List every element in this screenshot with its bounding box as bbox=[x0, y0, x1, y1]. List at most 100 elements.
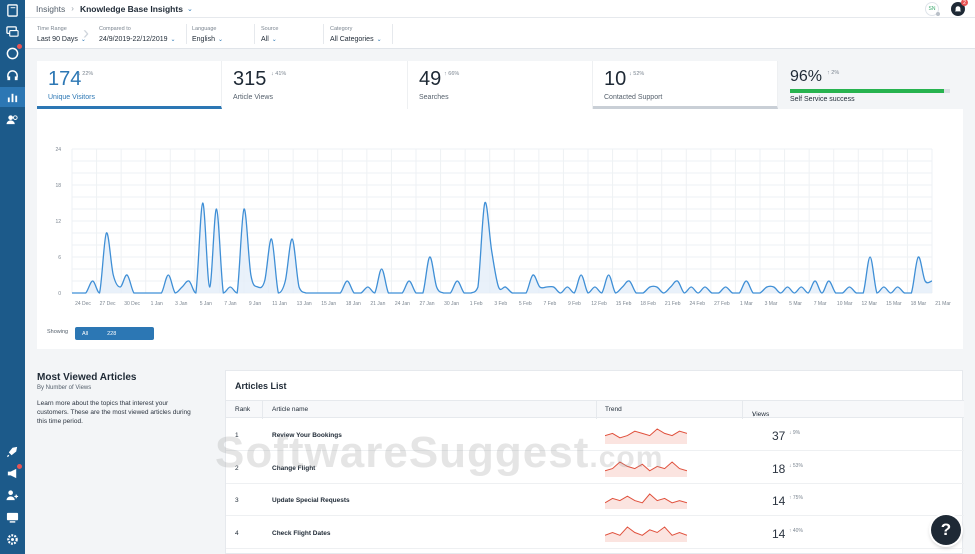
nav-support-icon[interactable] bbox=[5, 68, 20, 83]
trend-area bbox=[605, 429, 687, 444]
stat-self-service[interactable]: 96% ↑ 2% Self Service success bbox=[778, 61, 963, 109]
x-tick-label: 3 Feb bbox=[494, 301, 507, 307]
articles-list-card: Articles List Rank Article name Trend Vi… bbox=[225, 370, 964, 554]
x-tick-label: 15 Feb bbox=[616, 301, 632, 307]
article-rank: 4 bbox=[235, 529, 239, 537]
stat-delta: ↓ 52% bbox=[629, 71, 645, 77]
chart-series-line bbox=[72, 202, 933, 294]
trend-sparkline bbox=[605, 460, 687, 477]
x-tick-label: 27 Feb bbox=[714, 301, 730, 307]
filter-compared-to-label: Compared to bbox=[99, 26, 131, 32]
column-trend[interactable]: Trend bbox=[605, 406, 622, 413]
x-tick-label: 3 Mar bbox=[765, 301, 778, 307]
x-tick-label: 1 Mar bbox=[740, 301, 753, 307]
filter-language-label: Language bbox=[192, 26, 217, 32]
filter-category-label: Category bbox=[330, 26, 353, 32]
filter-divider bbox=[392, 24, 393, 44]
nav-conversations-icon[interactable] bbox=[5, 24, 20, 39]
column-rank[interactable]: Rank bbox=[235, 406, 251, 413]
article-rank: 1 bbox=[235, 432, 239, 439]
trend-line bbox=[605, 428, 687, 439]
user-initials: SN bbox=[928, 6, 936, 12]
filter-source-value: All bbox=[261, 36, 269, 43]
nav-announce-icon[interactable] bbox=[5, 463, 23, 481]
visitors-chart-card: 24 18 12 6 0 24 Dec 27 Dec 30 Dec 1 Jan 3 Jan 5 Ja… bbox=[37, 109, 963, 349]
x-tick-label: 3 Jan bbox=[175, 301, 187, 307]
stat-article-views[interactable]: 315 ↓ 41% Article Views bbox=[222, 61, 408, 109]
article-views-delta: ↑ 40% bbox=[789, 527, 803, 534]
table-row[interactable]: 1 Review Your Bookings 37 ↓ 9% bbox=[226, 419, 964, 451]
nav-rocket-icon[interactable] bbox=[5, 444, 20, 459]
stat-label: Unique Visitors bbox=[48, 94, 95, 101]
table-row[interactable]: 3 Update Special Requests 14 ↑ 75% bbox=[226, 484, 964, 516]
trend-line bbox=[605, 525, 687, 536]
title-chevron-down-icon[interactable]: ⌄ bbox=[186, 5, 193, 13]
filter-source[interactable]: Source All ⌄ bbox=[261, 26, 278, 44]
x-tick-label: 13 Jan bbox=[297, 301, 312, 307]
self-service-progress-bar bbox=[790, 89, 950, 93]
trend-area bbox=[605, 494, 687, 509]
nav-insights-icon[interactable] bbox=[0, 87, 25, 107]
x-tick-label: 5 Feb bbox=[519, 301, 532, 307]
breadcrumb-insights[interactable]: Insights bbox=[36, 3, 66, 14]
x-tick-label: 9 Jan bbox=[249, 301, 261, 307]
page-title[interactable]: Knowledge Base Insights bbox=[79, 3, 183, 14]
nav-chat-icon[interactable] bbox=[5, 43, 23, 61]
chevron-down-icon: ⌄ bbox=[80, 37, 86, 43]
nav-users-icon[interactable] bbox=[5, 112, 20, 127]
help-question-icon[interactable]: ? bbox=[931, 515, 961, 545]
article-views: 37 bbox=[772, 429, 786, 443]
notifications-bell-icon[interactable]: 2 bbox=[951, 0, 968, 16]
x-tick-label: 27 Jan bbox=[419, 301, 434, 307]
x-tick-label: 7 Jan bbox=[224, 301, 236, 307]
announce-alert-dot bbox=[16, 463, 23, 470]
x-tick-label: 5 Mar bbox=[789, 301, 802, 307]
x-tick-label: 21 Jan bbox=[370, 301, 385, 307]
stat-unique-visitors[interactable]: 174 ↓ 22% Unique Visitors bbox=[37, 61, 222, 109]
column-divider bbox=[262, 401, 263, 419]
x-tick-label: 12 Mar bbox=[862, 301, 878, 307]
stat-contacted-support[interactable]: 10 ↓ 52% Contacted Support bbox=[593, 61, 778, 109]
showing-filter-pill[interactable]: All 228 bbox=[75, 327, 154, 340]
stat-searches[interactable]: 49 ↑ 66% Searches bbox=[408, 61, 593, 109]
trend-sparkline bbox=[605, 525, 687, 542]
filter-category[interactable]: Category All Categories ⌄ bbox=[330, 26, 382, 44]
x-tick-label: 15 Jan bbox=[321, 301, 336, 307]
nav-knowledge-base-icon[interactable] bbox=[5, 3, 20, 18]
showing-label: Showing bbox=[47, 329, 69, 335]
column-article-name[interactable]: Article name bbox=[272, 406, 309, 413]
section-description: Learn more about the topics that interes… bbox=[37, 400, 191, 425]
x-tick-label: 15 Mar bbox=[886, 301, 902, 307]
x-tick-label: 12 Feb bbox=[591, 301, 607, 307]
stats-row: 174 ↓ 22% Unique Visitors 315 ↓ 41% Arti… bbox=[37, 61, 778, 109]
section-title: Most Viewed Articles bbox=[37, 372, 137, 383]
nav-settings-gear-icon[interactable] bbox=[5, 532, 20, 547]
top-bar: Insights › Knowledge Base Insights ⌄ SN … bbox=[25, 0, 975, 18]
y-tick-label: 0 bbox=[58, 291, 61, 297]
filter-compared-to[interactable]: Compared to 24/9/2019-22/12/2019 ⌄ bbox=[99, 26, 176, 44]
chevron-down-icon: ⌄ bbox=[217, 37, 223, 43]
table-row[interactable]: 4 Check Flight Dates 14 ↑ 40% bbox=[226, 517, 964, 549]
x-tick-label: 24 Feb bbox=[689, 301, 705, 307]
stat-delta: ↓ 22% bbox=[78, 71, 94, 77]
filter-language[interactable]: Language English ⌄ bbox=[192, 26, 223, 44]
x-tick-label: 18 Mar bbox=[911, 301, 927, 307]
self-service-progress-fill bbox=[790, 89, 944, 93]
filter-compared-to-value: 24/9/2019-22/12/2019 bbox=[99, 36, 168, 43]
x-tick-label: 30 Dec bbox=[124, 301, 140, 307]
stat-value: 10 bbox=[604, 68, 627, 90]
user-avatar[interactable]: SN bbox=[925, 2, 940, 16]
nav-add-user-icon[interactable] bbox=[5, 488, 20, 503]
chat-alert-dot bbox=[16, 43, 23, 50]
filter-source-label: Source bbox=[261, 26, 279, 32]
watermark: SoftwareSuggest.com bbox=[215, 428, 663, 478]
stat-value: 174 bbox=[48, 68, 82, 90]
article-views: 14 bbox=[772, 526, 786, 541]
nav-monitor-icon[interactable] bbox=[5, 510, 20, 525]
table-row[interactable]: 2 Change Flight 18 ↓ 53% bbox=[226, 452, 964, 484]
stat-label: Article Views bbox=[233, 94, 273, 101]
status-dot bbox=[936, 12, 940, 16]
notification-count: 2 bbox=[961, 0, 968, 6]
chart-area-fill bbox=[72, 202, 932, 293]
filter-time-range[interactable]: Time Range Last 90 Days ⌄ bbox=[37, 26, 86, 44]
